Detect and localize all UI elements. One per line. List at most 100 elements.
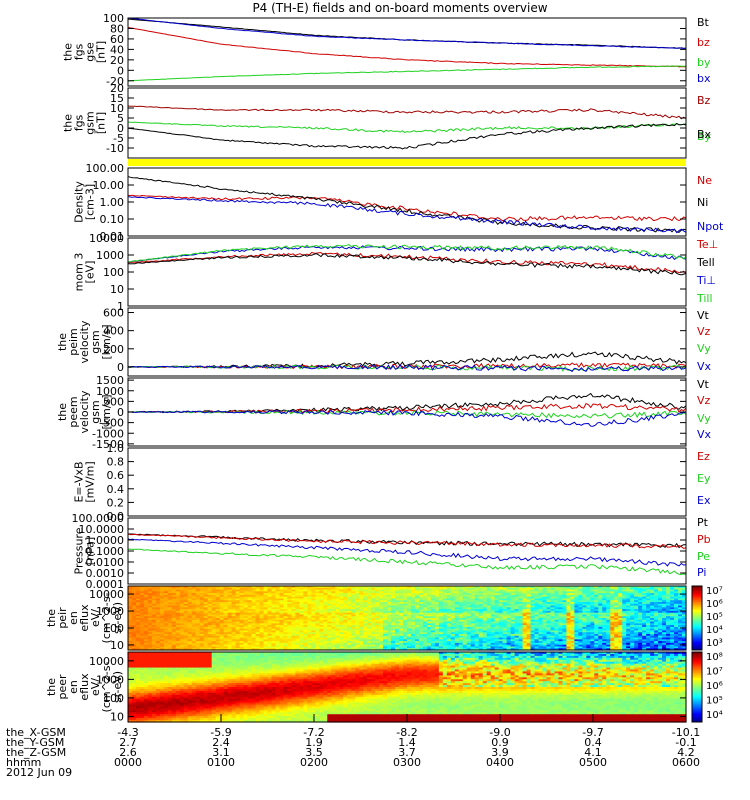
spectrogram-cell — [470, 589, 476, 592]
spectrogram-cell — [438, 641, 444, 644]
spectrogram-cell — [634, 625, 639, 628]
spectrogram-cell — [279, 610, 285, 614]
spectrogram-cell — [506, 632, 512, 635]
spectrogram-cell — [371, 639, 376, 642]
spectrogram-cell — [414, 625, 420, 628]
spectrogram-cell — [490, 634, 496, 637]
spectrogram-cell — [626, 591, 631, 594]
spectrogram-cell — [399, 634, 404, 637]
spectrogram-cell — [558, 623, 564, 626]
spectrogram-cell — [363, 609, 368, 612]
spectrogram-cell — [478, 634, 484, 637]
spectrogram-cell — [263, 623, 269, 626]
spectrogram-cell — [590, 609, 595, 612]
spectrogram-cell — [211, 621, 217, 624]
spectrogram-cell — [622, 648, 627, 651]
spectrogram-cell — [175, 621, 181, 624]
spectrogram-cell — [259, 605, 265, 608]
spectrogram-cell — [371, 632, 376, 635]
spectrogram-cell — [235, 600, 241, 603]
spectrogram-cell — [514, 641, 520, 644]
spectrogram-cell — [147, 626, 153, 630]
spectrogram-cell — [259, 603, 265, 607]
spectrogram-cell — [442, 628, 448, 632]
spectrogram-cell — [203, 637, 209, 640]
spectrogram-cell — [299, 593, 304, 596]
spectrogram-cell — [634, 593, 639, 596]
spectrogram-cell — [231, 616, 237, 619]
spectrogram-cell — [383, 635, 388, 639]
spectrogram-cell — [418, 625, 424, 628]
spectrogram-cell — [586, 605, 591, 608]
spectrogram-cell — [634, 644, 639, 648]
y-axis-label: gsm — [84, 111, 97, 134]
spectrogram-cell — [147, 602, 153, 605]
spectrogram-cell — [191, 626, 197, 630]
spectrogram-cell — [570, 634, 575, 637]
spectrogram-cell — [211, 612, 217, 616]
spectrogram-cell — [442, 598, 448, 601]
spectrogram-cell — [486, 616, 492, 619]
spectrogram-cell — [179, 609, 185, 612]
spectrogram-cell — [407, 637, 412, 640]
spectrogram-cell — [335, 594, 340, 598]
spectrogram-cell — [486, 644, 492, 648]
spectrogram-cell — [650, 634, 655, 637]
spectrogram-cell — [490, 586, 496, 589]
spectrogram-cell — [295, 641, 300, 644]
spectrogram-cell — [227, 603, 233, 607]
spectrogram-cell — [470, 600, 476, 603]
spectrogram-cell — [239, 642, 245, 646]
spectrogram-cell — [263, 637, 269, 640]
spectrogram-cell — [199, 602, 205, 605]
spectrogram-cell — [247, 596, 253, 600]
spectrogram-cell — [490, 625, 496, 628]
spectrogram-cell — [446, 626, 452, 630]
spectrogram-cell — [434, 648, 440, 651]
spectrogram-cell — [155, 630, 161, 633]
spectrogram-cell — [606, 602, 611, 605]
spectrogram-cell — [462, 614, 468, 617]
spectrogram-cell — [323, 591, 328, 594]
spectrogram-cell — [546, 605, 552, 608]
spectrogram-cell — [231, 603, 237, 607]
spectrogram-cell — [470, 614, 476, 617]
spectrogram-cell — [646, 630, 651, 633]
spectrogram-cell — [195, 648, 201, 651]
spectrogram-cell — [287, 605, 293, 608]
spectrogram-cell — [430, 635, 436, 639]
spectrogram-cell — [498, 598, 504, 601]
spectrogram-cell — [498, 639, 504, 642]
spectrogram-cell — [287, 593, 293, 596]
spectrogram-cell — [610, 593, 615, 596]
spectrogram-cell — [638, 628, 643, 632]
spectrogram-cell — [578, 586, 583, 589]
spectrogram-cell — [175, 605, 181, 608]
spectrogram-cell — [602, 591, 607, 594]
spectrogram-cell — [243, 586, 249, 589]
spectrogram-cell — [474, 603, 480, 607]
spectrogram-cell — [414, 600, 420, 603]
spectrogram-cell — [514, 639, 520, 642]
spectrogram-cell — [263, 619, 269, 623]
spectrogram-cell — [235, 625, 241, 628]
spectrogram-cell — [550, 648, 556, 651]
spectrogram-cell — [410, 616, 416, 619]
spectrogram-cell — [522, 596, 528, 600]
spectrogram-cell — [430, 594, 436, 598]
spectrogram-cell — [363, 610, 368, 614]
spectrogram-cell — [610, 641, 615, 644]
spectrogram-cell — [231, 625, 237, 628]
spectrogram-cell — [550, 609, 556, 612]
spectrogram-cell — [526, 635, 532, 639]
spectrogram-cell — [387, 648, 392, 651]
spectrogram-cell — [418, 648, 424, 651]
spectrogram-cell — [207, 591, 213, 594]
spectrogram-cell — [219, 587, 225, 591]
spectrogram-cell — [175, 641, 181, 644]
spectrogram-cell — [131, 646, 137, 649]
spectrogram-cell — [347, 598, 352, 601]
spectrogram-cell — [275, 607, 281, 610]
spectrogram-cell — [510, 644, 516, 648]
spectrogram-cell — [614, 625, 619, 628]
